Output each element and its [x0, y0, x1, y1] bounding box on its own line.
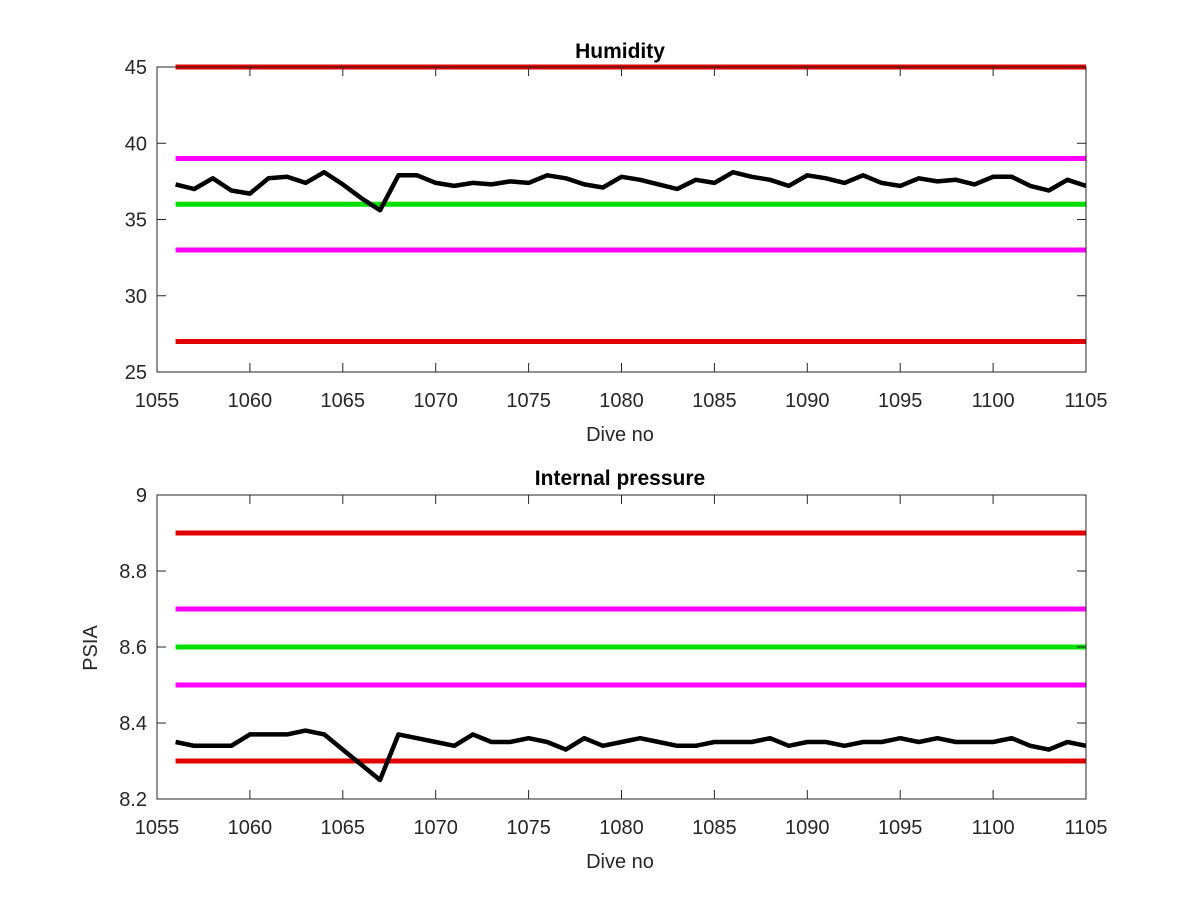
humidity-chart: Humidity Dive no 1055 1060 1065 1070 1075 108… — [125, 40, 1108, 446]
x-tick-label: 1055 — [135, 390, 180, 412]
x-tick-label: 1060 — [228, 390, 273, 412]
x-axis-label: Dive no — [586, 424, 654, 446]
y-tick-label: 30 — [125, 286, 147, 308]
plot-area — [157, 67, 1086, 372]
x-tick-label: 1105 — [1064, 390, 1107, 412]
x-tick-label: 1060 — [228, 817, 273, 839]
y-tick-label: 8.6 — [119, 637, 147, 659]
x-axis-label: Dive no — [586, 851, 654, 873]
x-tick-label: 1090 — [785, 390, 830, 412]
x-tick-label: 1105 — [1064, 817, 1107, 839]
y-tick-label: 45 — [125, 57, 147, 79]
x-tick-label: 1065 — [321, 390, 366, 412]
y-tick-label: 9 — [136, 485, 147, 507]
y-tick-label: 8.4 — [119, 713, 147, 735]
series-line — [175, 728, 1087, 783]
x-tick-label: 1100 — [972, 817, 1015, 839]
y-axis-label: PSIA — [80, 625, 102, 671]
x-tick-label: 1095 — [878, 817, 923, 839]
y-tick-label: 8.2 — [119, 789, 147, 811]
x-tick-label: 1085 — [692, 390, 737, 412]
x-tick-label: 1100 — [972, 390, 1015, 412]
y-tick-label: 35 — [125, 210, 147, 232]
x-tick-label: 1085 — [692, 817, 737, 839]
x-tick-label: 1070 — [413, 390, 458, 412]
x-tick-label: 1075 — [506, 390, 551, 412]
chart-title: Internal pressure — [535, 467, 705, 490]
chart-title: Humidity — [575, 40, 665, 63]
x-tick-label: 1095 — [878, 390, 923, 412]
x-tick-label: 1080 — [599, 817, 644, 839]
x-tick-label: 1055 — [135, 817, 180, 839]
x-tick-label: 1090 — [785, 817, 830, 839]
internal-pressure-chart: Internal pressure Dive no PSIA 1055 1060 1… — [80, 467, 1108, 873]
series-line — [175, 169, 1087, 213]
y-tick-label: 8.8 — [119, 561, 147, 583]
x-tick-label: 1080 — [599, 390, 644, 412]
y-tick-label: 40 — [125, 133, 147, 155]
x-tick-label: 1065 — [321, 817, 366, 839]
y-tick-label: 25 — [125, 362, 147, 384]
x-tick-label: 1070 — [413, 817, 458, 839]
x-tick-label: 1075 — [506, 817, 551, 839]
